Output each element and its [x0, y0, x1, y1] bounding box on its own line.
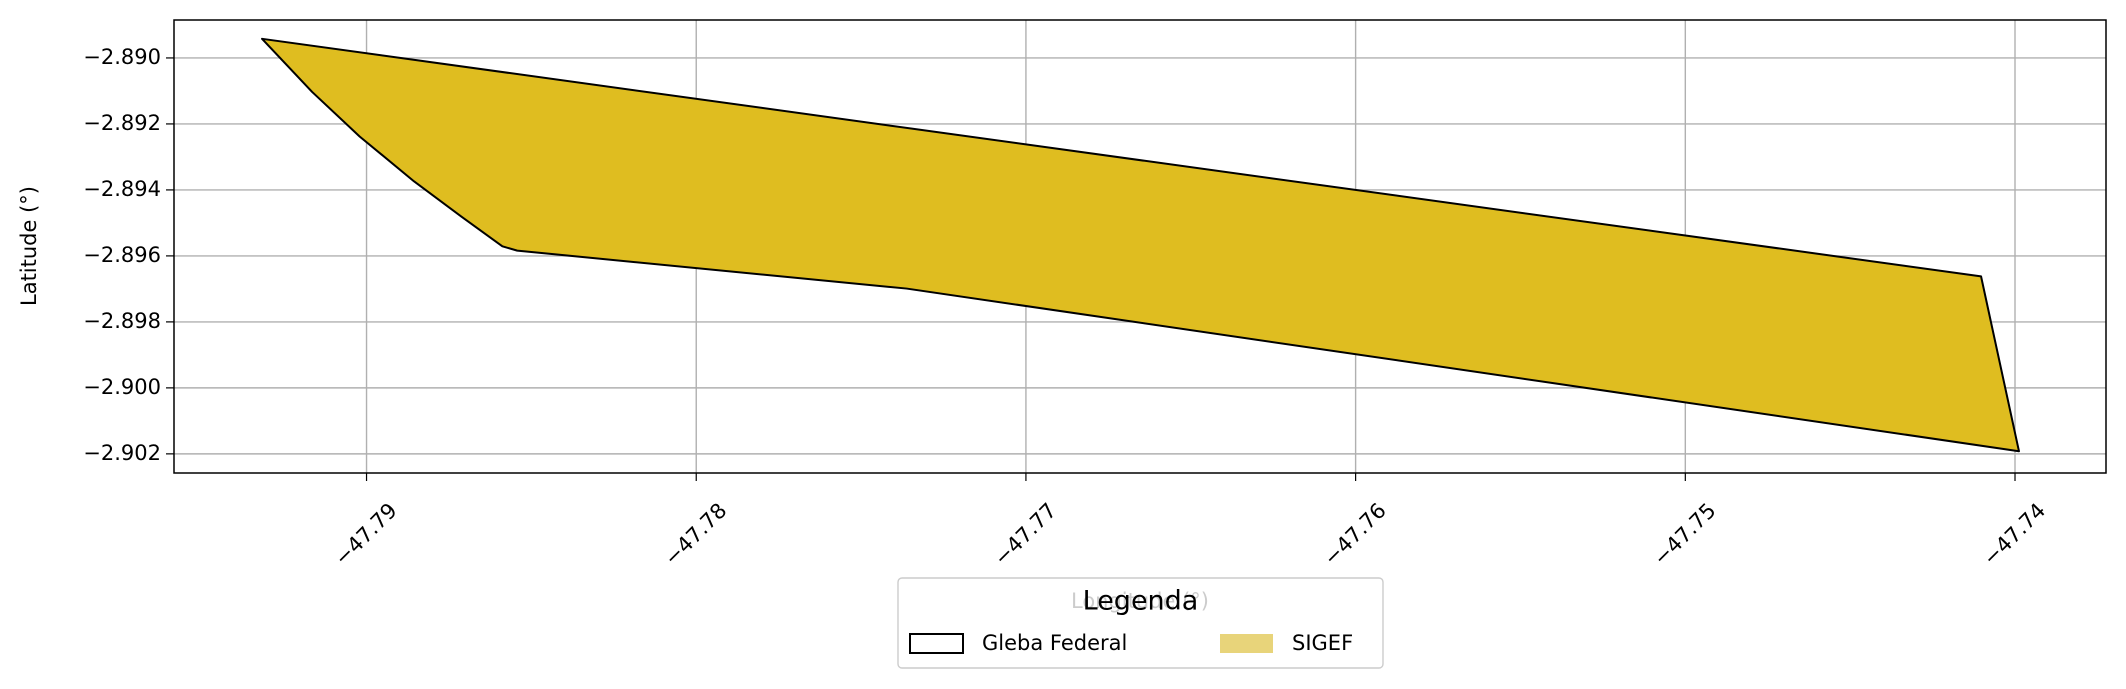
y-axis-label: Latitude (°)	[17, 186, 41, 306]
y-tick-label: −2.890	[83, 45, 161, 69]
y-tick-label: −2.896	[83, 243, 161, 267]
x-tick-label: −47.78	[660, 498, 732, 570]
y-tick-label: −2.892	[83, 111, 161, 135]
x-tick-label: −47.75	[1649, 498, 1721, 570]
legend-swatch	[910, 634, 963, 653]
x-tick-label: −47.77	[989, 498, 1061, 570]
legend-label: SIGEF	[1292, 631, 1353, 655]
y-tick-label: −2.900	[83, 375, 161, 399]
y-tick-label: −2.894	[83, 177, 161, 201]
x-tick-label: −47.74	[1978, 498, 2050, 570]
x-tick-label: −47.76	[1319, 498, 1391, 570]
x-tick-label: −47.79	[330, 498, 402, 570]
legend-title: Legenda	[1083, 586, 1199, 617]
legend-label: Gleba Federal	[982, 631, 1127, 655]
y-tick-label: −2.898	[83, 309, 161, 333]
y-tick-label: −2.902	[83, 441, 161, 465]
legend-swatch	[1220, 634, 1273, 653]
